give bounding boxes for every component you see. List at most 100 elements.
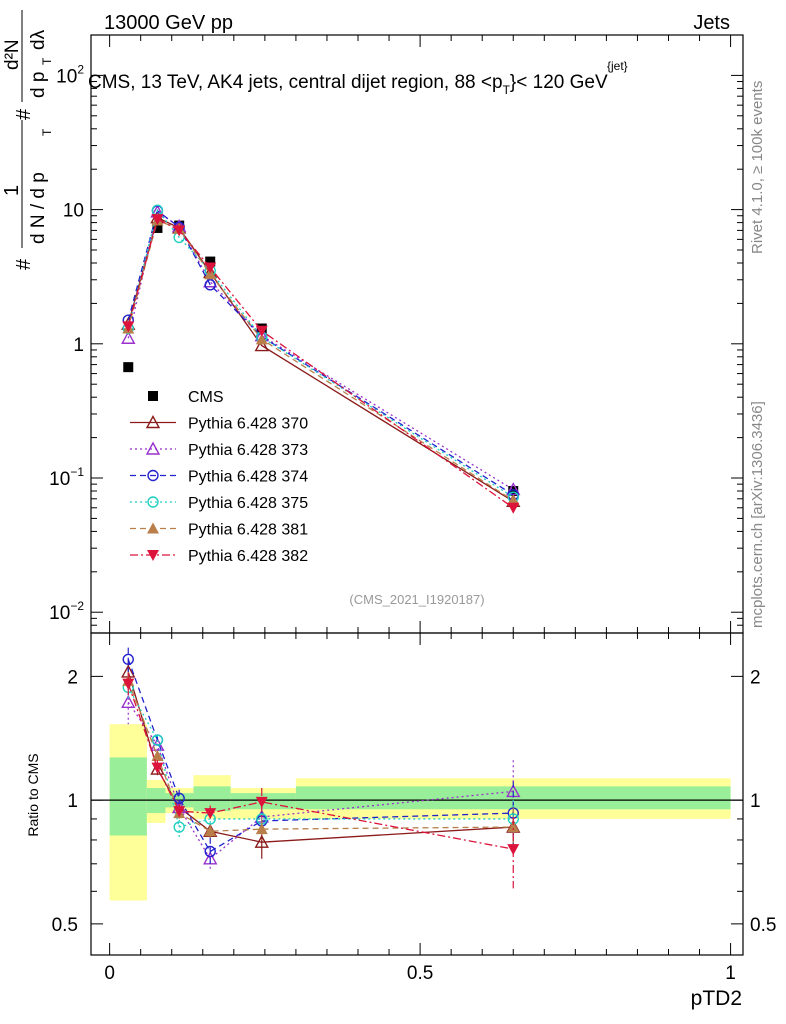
main-ytick-base: 10 [56, 66, 77, 87]
ratio-point-s1-p4 [254, 834, 269, 848]
ratio-plot-frame [90, 632, 744, 956]
main-line-5 [127, 219, 514, 502]
ratio-point-s2-p3 [203, 851, 218, 865]
header-right: Jets [693, 12, 730, 34]
main-point-s1-p4 [254, 338, 269, 352]
main-line-4 [127, 208, 514, 498]
ylabel-T-sub-2: T [40, 57, 54, 65]
main-point-s5-p3 [204, 268, 217, 280]
xtick-label-2: 1 [725, 963, 736, 984]
ratio-ylabel: Ratio to CMS [25, 753, 41, 836]
ylabel-T-sub-1: T [40, 128, 54, 136]
main-point-s5-p5 [507, 494, 520, 506]
legend-label-6: Pythia 6.428 382 [188, 548, 308, 565]
main-ytick-exp: −1 [70, 465, 84, 479]
main-point-s6-p0 [122, 321, 135, 333]
ratio-band-green-0 [109, 757, 147, 836]
main-series [121, 204, 521, 514]
main-ytick-label-3: 10 [63, 201, 84, 222]
ratio-ytick-label-left-2: 2 [67, 667, 78, 688]
legend-marker-1 [145, 415, 161, 429]
main-plot-frame [90, 34, 744, 634]
ratio-ytick-label-right-1: 1 [750, 791, 761, 812]
ratio-band-green-5 [295, 786, 731, 810]
main-point-s6-p2 [173, 225, 186, 237]
ratio-point-s4-p2 [173, 821, 185, 833]
ratio-point-s5-p3 [204, 825, 217, 837]
ratio-line-2 [127, 701, 514, 860]
main-point-s6-p3 [204, 262, 217, 274]
main-line-6 [127, 218, 514, 509]
ratio-point-s1-p1 [150, 761, 165, 775]
main-ytick-label-4: 102 [56, 62, 84, 87]
ylabel-dpT: d p [28, 72, 49, 98]
xtick-label-1: 0.5 [407, 963, 433, 984]
main-point-s2-p0 [121, 330, 136, 344]
legend-label-1: Pythia 6.428 370 [188, 416, 308, 433]
main-ytick-label-2: 1 [73, 335, 84, 356]
ratio-point-s3-p0 [122, 653, 134, 666]
ratio-point-s3-p2 [173, 792, 185, 805]
legend-label-4: Pythia 6.428 375 [188, 495, 308, 512]
legend-label-2: Pythia 6.428 373 [188, 442, 308, 459]
legend-marker-3 [147, 469, 159, 482]
main-ytick-base: 10 [63, 201, 84, 222]
legend-marker-4 [147, 496, 159, 508]
legend-marker-6 [147, 550, 159, 561]
main-point-s5-p4 [255, 333, 268, 345]
ratio-point-s6-p2 [173, 806, 186, 818]
main-ytick-exp: 2 [77, 62, 84, 76]
ratio-ytick-label-right-0: 0.5 [750, 915, 776, 936]
legend-marker-5 [147, 522, 159, 534]
main-point-s0-p0 [123, 362, 134, 373]
main-ytick-label-0: 10−2 [49, 599, 84, 624]
xtick-label-0: 0 [104, 963, 115, 984]
legend-label-3: Pythia 6.428 374 [188, 469, 308, 486]
legend: CMS Pythia 6.428 370 Pythia 6.428 373 Pythi… [130, 389, 308, 565]
main-point-s0-p3 [205, 256, 216, 267]
main-point-s3-p3 [204, 279, 216, 291]
ratio-point-s6-p4 [255, 796, 268, 808]
legend-marker-0 [148, 391, 158, 401]
main-ytick-label-1: 10−1 [49, 465, 84, 490]
ratio-line-4 [127, 687, 514, 828]
analysis-id: (CMS_2021_I1920187) [349, 592, 484, 607]
ratio-band-green-3 [193, 786, 231, 812]
ratio-line-3 [127, 659, 514, 853]
ratio-axis-ticks: 0 0.5 1 0.5 0.5 1 1 2 2 [52, 633, 776, 984]
ylabel-one: 1 [1, 185, 23, 196]
legend-label-5: Pythia 6.428 381 [188, 522, 308, 539]
ratio-line-1 [127, 671, 514, 843]
main-ytick-base: 10 [49, 469, 70, 490]
ratio-point-s3-p3 [204, 845, 216, 858]
ratio-point-s6-p1 [151, 762, 164, 774]
ratio-point-s5-p1 [151, 750, 164, 762]
main-line-1 [127, 216, 514, 502]
ratio-series [121, 647, 521, 889]
main-point-s6-p5 [507, 502, 520, 514]
ylabel-dlambda: dλ [28, 29, 49, 50]
ylabel-hash-2: # [13, 108, 35, 120]
ratio-line-5 [127, 680, 514, 832]
main-point-s6-p1 [151, 214, 164, 226]
main-ylabel: # 1 d N / d p T # d²N d p T dλ [1, 10, 54, 270]
side-label-mcplots: mcplots.cern.ch [arXiv:1306.3436] [749, 401, 766, 628]
main-ytick-exp: −2 [70, 599, 84, 613]
ylabel-dN-dpT: d N / d p [28, 172, 49, 244]
main-point-s0-p5 [508, 486, 519, 497]
main-point-s6-p4 [255, 325, 268, 337]
plot-title: CMS, 13 TeV, AK4 jets, central dijet reg… [88, 72, 608, 97]
plot-title-superscript: {jet} [607, 59, 628, 73]
legend-label-0: CMS [188, 389, 224, 406]
header-left: 13000 GeV pp [104, 12, 233, 34]
ratio-point-s4-p1 [151, 734, 164, 746]
ratio-ytick-label-left-0: 0.5 [52, 915, 78, 936]
ratio-point-s6-p5 [507, 844, 520, 856]
ratio-point-s2-p0 [121, 694, 136, 708]
side-label-rivet: Rivet 4.1.0, ≥ 100k events [749, 81, 766, 254]
main-ytick-base: 10 [49, 603, 70, 624]
ratio-ytick-label-left-1: 1 [67, 791, 78, 812]
main-point-s0-p1 [152, 222, 163, 233]
